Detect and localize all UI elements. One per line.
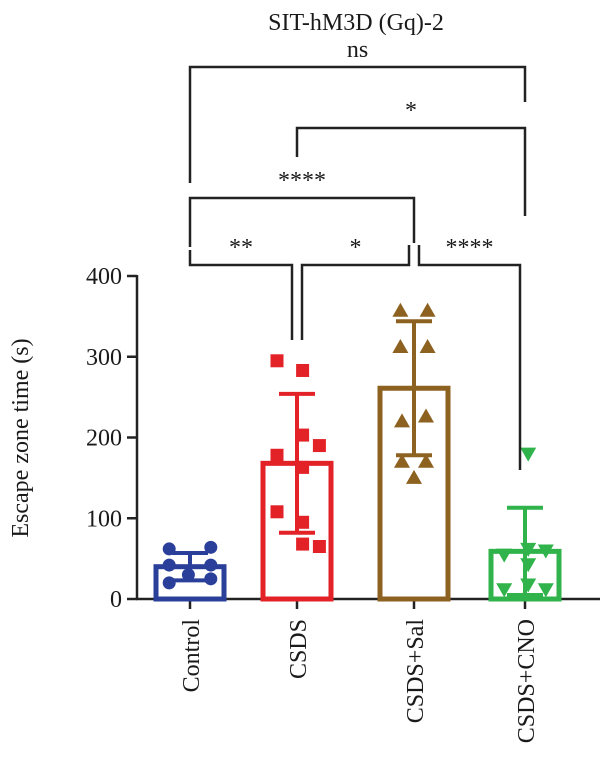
data-point	[312, 540, 326, 554]
significance-label: **	[229, 235, 253, 261]
data-points	[162, 302, 554, 598]
bracket-4	[295, 126, 527, 216]
y-tick-label: 400	[86, 264, 122, 290]
data-point	[394, 413, 410, 428]
data-point	[419, 339, 436, 354]
x-tick-label: CSDS+Sal	[403, 619, 429, 724]
data-point	[537, 544, 554, 559]
data-point	[520, 578, 537, 593]
data-point	[419, 302, 436, 317]
data-point	[496, 583, 513, 598]
significance-label: *	[405, 98, 417, 124]
y-tick-label: 100	[86, 506, 122, 532]
data-point	[270, 505, 284, 519]
significance-brackets: ** * *********ns	[188, 37, 527, 470]
x-tick-label: CSDS+CNO	[514, 619, 540, 743]
x-tick-label: Control	[179, 619, 205, 693]
error-bars	[172, 319, 543, 597]
chart-title: SIT-hM3D (Gq)-2	[268, 10, 444, 36]
data-point	[162, 576, 176, 590]
bracket-1	[300, 245, 411, 340]
data-point	[270, 354, 284, 368]
data-point	[418, 408, 434, 423]
data-point	[392, 302, 409, 317]
bracket-5	[188, 65, 527, 183]
data-point	[418, 453, 434, 468]
bracket-2	[417, 245, 522, 470]
bracket-0	[188, 250, 294, 340]
data-point	[406, 469, 422, 484]
y-axis-label: Escape zone time (s)	[8, 338, 34, 537]
data-point	[520, 558, 537, 573]
data-point	[537, 583, 554, 598]
data-point	[270, 448, 284, 462]
x-tick-label: CSDS	[286, 619, 312, 679]
data-point	[296, 515, 310, 529]
y-tick-label: 0	[110, 587, 122, 613]
x-tick-labels: Control CSDS CSDS+Sal CSDS+CNO	[179, 619, 540, 744]
data-point	[296, 460, 310, 474]
data-point	[162, 558, 176, 572]
data-point	[394, 453, 410, 468]
data-point	[296, 537, 310, 551]
significance-label: *	[350, 235, 362, 261]
data-point	[296, 363, 310, 377]
data-point	[312, 439, 326, 453]
y-tick-label: 300	[86, 345, 122, 371]
data-point	[520, 447, 537, 462]
data-point	[496, 548, 513, 563]
data-point	[296, 428, 310, 442]
data-point	[392, 339, 409, 354]
data-point	[204, 558, 218, 572]
data-point	[204, 540, 218, 554]
y-tick-label: 200	[86, 426, 122, 452]
significance-label: ****	[278, 168, 326, 194]
significance-label: ns	[347, 37, 368, 63]
bracket-3	[188, 196, 416, 247]
significance-label: ****	[446, 235, 494, 261]
